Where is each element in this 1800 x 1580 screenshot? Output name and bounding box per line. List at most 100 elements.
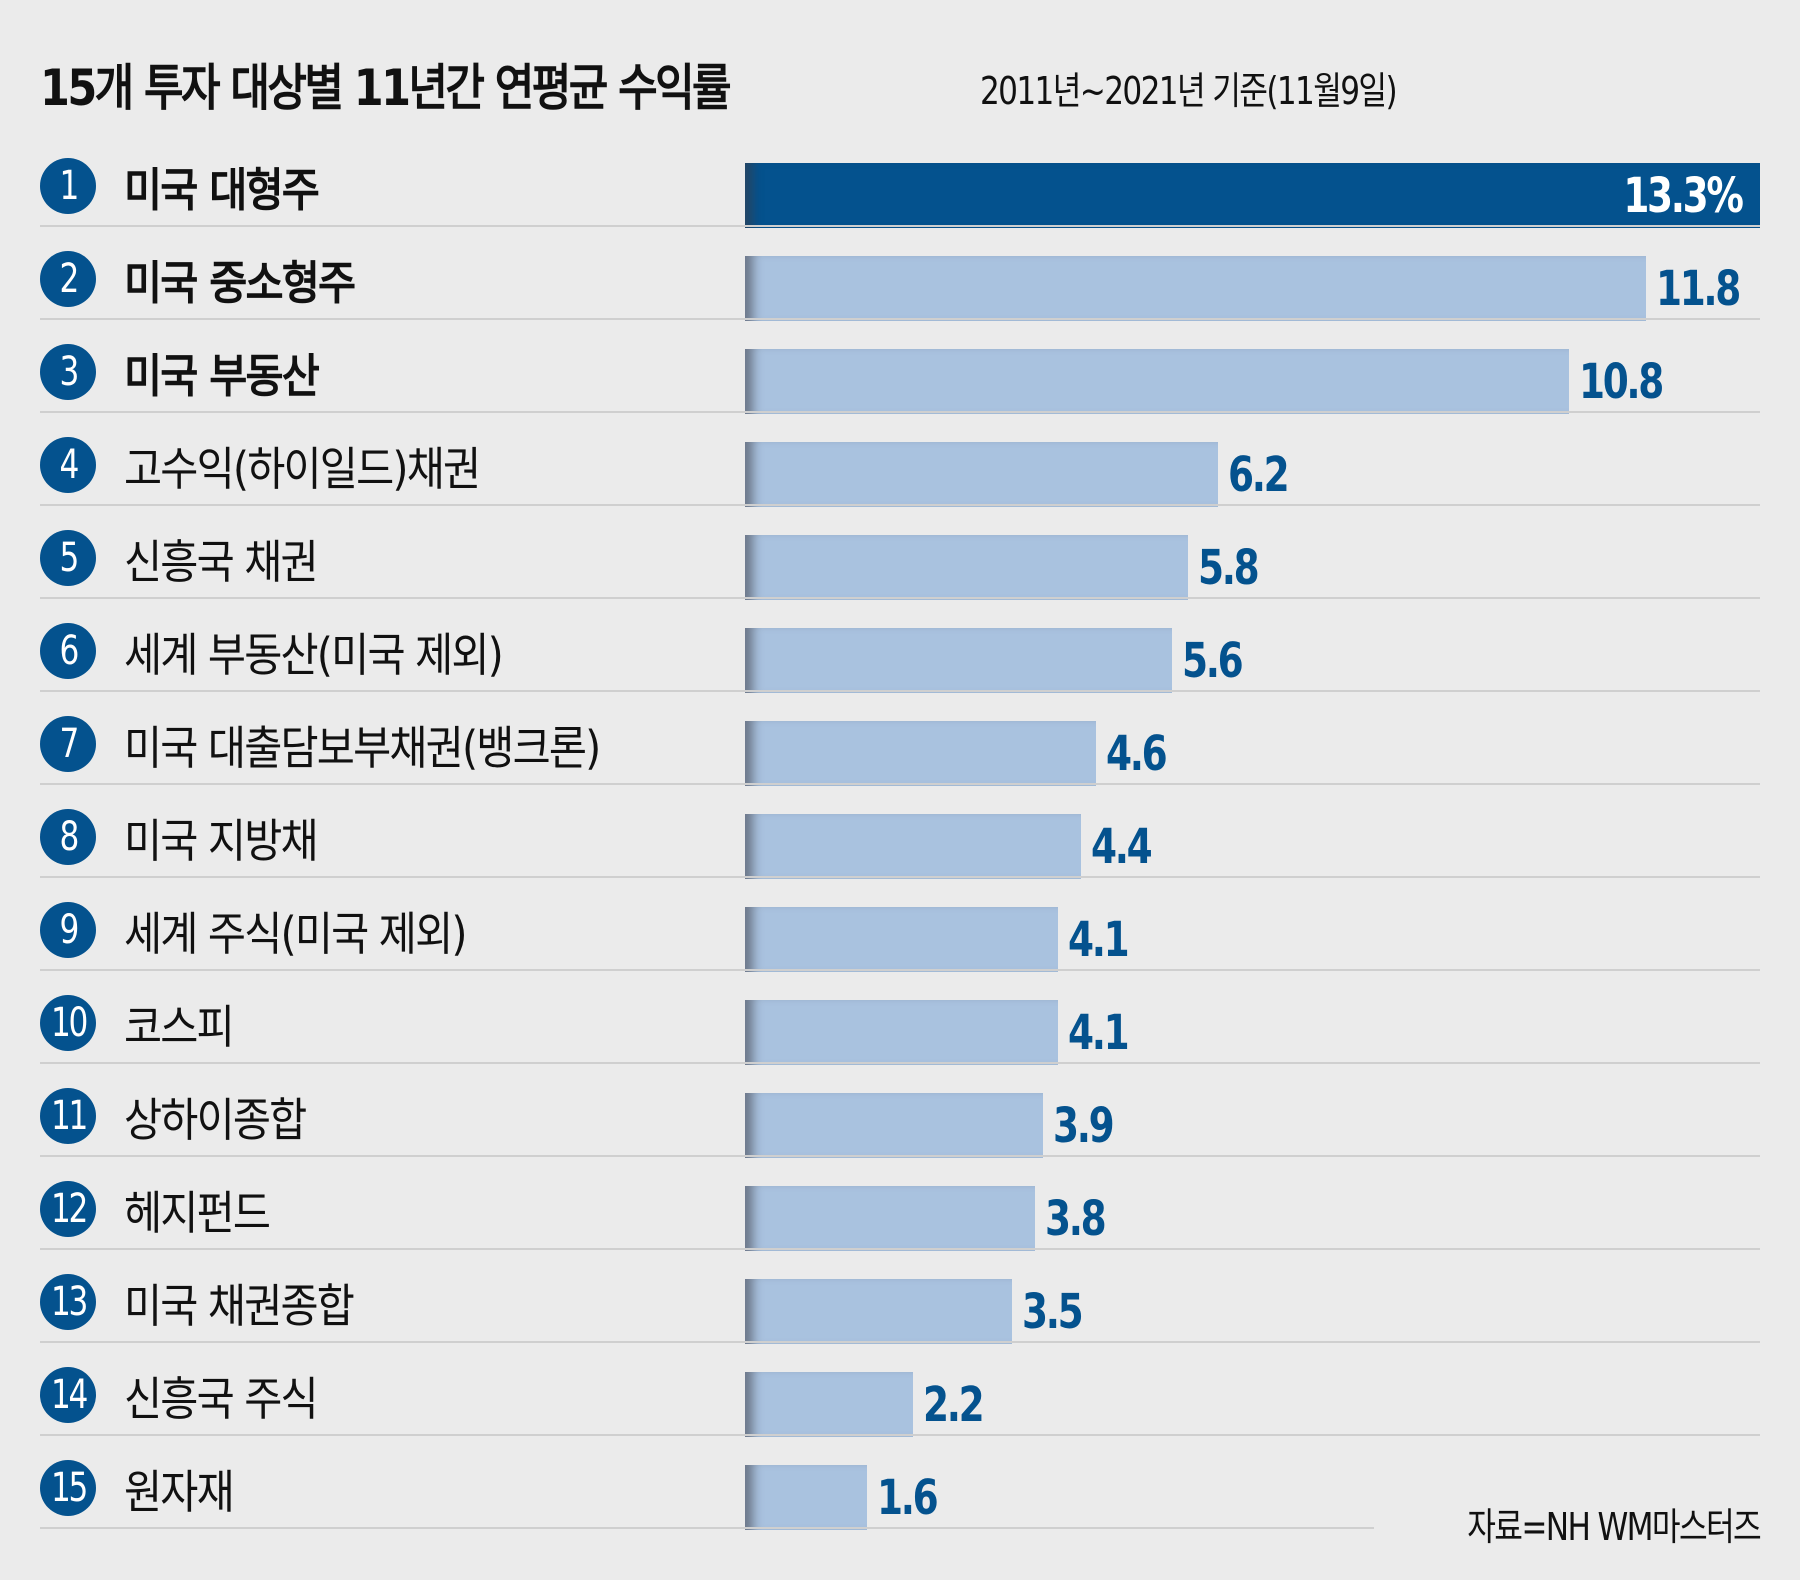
bar-row: 2 미국 중소형주 11.8 [40,227,1760,321]
row-divider [40,411,1760,413]
rank-number: 4 [59,442,79,488]
bar-row: 13 미국 채권종합 3.5 [40,1250,1760,1344]
category-label: 미국 중소형주 [124,256,356,310]
bar [745,442,1219,507]
rank-number: 13 [50,1279,87,1325]
value-label: 2.2 [922,1377,985,1433]
category-label: 코스피 [124,1000,235,1054]
value-label: 4.4 [1090,819,1153,875]
category-label: 미국 부동산 [124,349,320,403]
category-label: 미국 대형주 [124,163,320,217]
row-divider [40,1341,1760,1343]
category-label: 헤지펀드 [124,1186,271,1240]
row-divider [40,504,1760,506]
rank-badge: 8 [40,809,96,865]
row-divider [40,690,1760,692]
chart-title-block: 15개 투자 대상별 11년간 연평균 수익률 2011년~2021년 기준(1… [40,48,1398,120]
row-divider [40,1527,1374,1529]
rank-badge: 14 [40,1367,96,1423]
category-label: 신흥국 주식 [124,1372,319,1426]
bar [745,721,1097,786]
rank-number: 14 [50,1372,87,1418]
bar-row: 11 상하이종합 3.9 [40,1064,1760,1158]
value-label: 4.6 [1106,726,1168,782]
row-divider [40,1434,1760,1436]
value-label: 1.6 [877,1470,939,1526]
rank-number: 3 [59,349,79,395]
rank-number: 7 [59,721,79,767]
bar-row: 6 세계 부동산(미국 제외) 5.6 [40,599,1760,693]
rank-badge: 7 [40,716,96,772]
category-label: 미국 대출담보부채권(뱅크론) [124,721,601,775]
value-label: 3.5 [1022,1284,1084,1340]
bar-row: 5 신흥국 채권 5.8 [40,506,1760,600]
row-divider [40,876,1760,878]
rank-number: 15 [50,1465,87,1511]
bar [745,163,1760,228]
bar-row: 7 미국 대출담보부채권(뱅크론) 4.6 [40,692,1760,786]
bar [745,256,1646,321]
bar-row: 12 헤지펀드 3.8 [40,1157,1760,1251]
value-label: 3.9 [1052,1098,1115,1154]
bar [745,1465,868,1530]
bar-row: 14 신흥국 주식 2.2 [40,1343,1760,1437]
rank-number: 2 [59,256,79,302]
rank-badge: 11 [40,1088,96,1144]
row-divider [40,225,1760,227]
category-label: 미국 채권종합 [124,1279,355,1333]
chart-subtitle: 2011년~2021년 기준(11월9일) [980,69,1398,113]
rank-number: 5 [59,535,79,581]
rank-badge: 3 [40,344,96,400]
bar-row: 3 미국 부동산 10.8 [40,320,1760,414]
value-label: 13.3% [1623,168,1745,224]
category-label: 신흥국 채권 [124,535,319,589]
bar [745,349,1570,414]
rank-badge: 9 [40,902,96,958]
category-label: 원자재 [124,1465,235,1519]
rank-badge: 5 [40,530,96,586]
bar-row: 1 미국 대형주 13.3% [40,134,1760,228]
value-label: 4.1 [1067,1005,1130,1061]
rank-badge: 15 [40,1460,96,1516]
row-divider [40,1062,1760,1064]
category-label: 세계 주식(미국 제외) [124,907,468,961]
rank-number: 6 [59,628,79,674]
rank-number: 8 [59,814,79,860]
value-label: 5.6 [1182,633,1244,689]
rank-badge: 13 [40,1274,96,1330]
category-label: 미국 지방채 [124,814,319,868]
value-label: 6.2 [1228,447,1290,503]
value-label: 4.1 [1067,912,1130,968]
bar-row: 4 고수익(하이일드)채권 6.2 [40,413,1760,507]
chart-title: 15개 투자 대상별 11년간 연평균 수익률 [40,59,732,117]
bar [745,1093,1043,1158]
category-label: 상하이종합 [124,1093,307,1147]
rank-number: 10 [50,1000,87,1046]
bar [745,907,1058,972]
row-divider [40,783,1760,785]
rank-badge: 6 [40,623,96,679]
rank-number: 1 [59,163,79,209]
rank-badge: 4 [40,437,96,493]
rank-badge: 2 [40,251,96,307]
source-note: 자료=NH WM마스터즈 [1467,1505,1761,1549]
value-label: 3.8 [1045,1191,1107,1247]
bar-row: 8 미국 지방채 4.4 [40,785,1760,879]
row-divider [40,597,1760,599]
bar [745,1372,913,1437]
bar [745,628,1173,693]
bar [745,1279,1013,1344]
bar [745,535,1188,600]
row-divider [40,318,1760,320]
bar-row: 10 코스피 4.1 [40,971,1760,1065]
row-divider [40,1155,1760,1157]
row-divider [40,1248,1760,1250]
bar [745,1186,1035,1251]
category-label: 고수익(하이일드)채권 [124,442,481,496]
rank-number: 11 [50,1093,87,1139]
value-label: 11.8 [1655,261,1741,317]
row-divider [40,969,1760,971]
bar-row: 9 세계 주식(미국 제외) 4.1 [40,878,1760,972]
rank-badge: 12 [40,1181,96,1237]
category-label: 세계 부동산(미국 제외) [124,628,504,682]
